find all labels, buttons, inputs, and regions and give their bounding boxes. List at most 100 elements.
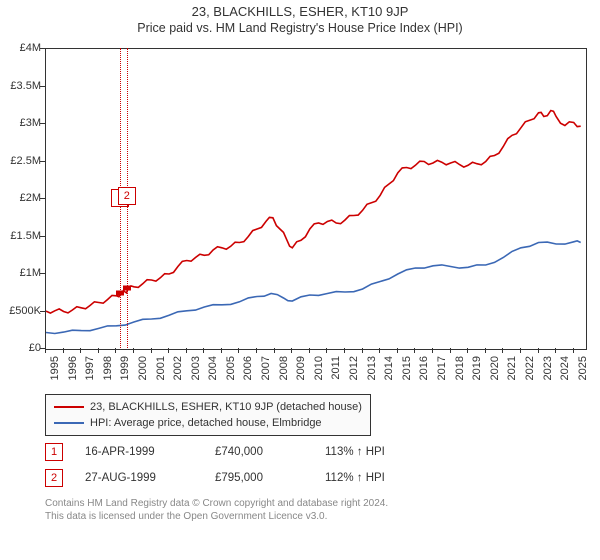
x-tick-label: 2001: [155, 356, 167, 396]
x-tick: [573, 348, 574, 353]
x-tick: [151, 348, 152, 353]
x-tick-label: 2008: [278, 356, 290, 396]
y-tick: [40, 273, 45, 274]
x-tick: [344, 348, 345, 353]
y-tick: [40, 48, 45, 49]
y-tick-label: £500K: [1, 305, 41, 317]
legend-item: 23, BLACKHILLS, ESHER, KT10 9JP (detache…: [54, 399, 362, 415]
x-tick-label: 2019: [471, 356, 483, 396]
chart-title-desc: Price paid vs. HM Land Registry's House …: [0, 21, 600, 35]
x-tick: [397, 348, 398, 353]
transaction-hpi-pct: 112% ↑ HPI: [325, 472, 435, 484]
transaction-badge: 1: [45, 443, 63, 461]
x-tick-label: 2000: [137, 356, 149, 396]
x-tick-label: 2020: [489, 356, 501, 396]
x-tick-label: 2004: [207, 356, 219, 396]
x-tick-label: 1996: [67, 356, 79, 396]
x-tick-label: 2009: [295, 356, 307, 396]
x-tick: [221, 348, 222, 353]
footer-line1: Contains HM Land Registry data © Crown c…: [45, 498, 388, 511]
x-tick: [450, 348, 451, 353]
x-tick: [326, 348, 327, 353]
x-tick: [520, 348, 521, 353]
x-tick-label: 2022: [524, 356, 536, 396]
y-tick: [40, 86, 45, 87]
transaction-hpi-pct: 113% ↑ HPI: [325, 446, 435, 458]
x-tick-label: 2003: [190, 356, 202, 396]
y-tick-label: £1.5M: [1, 230, 41, 242]
transaction-row: 2 27-AUG-1999£795,000112% ↑ HPI: [45, 468, 435, 488]
x-tick-label: 1997: [84, 356, 96, 396]
x-tick-label: 2015: [401, 356, 413, 396]
x-tick: [115, 348, 116, 353]
legend-swatch: [54, 422, 84, 424]
footer-line2: This data is licensed under the Open Gov…: [45, 511, 388, 524]
x-tick-label: 1995: [49, 356, 61, 396]
x-tick: [274, 348, 275, 353]
transaction-date: 16-APR-1999: [85, 446, 215, 458]
x-tick-label: 2005: [225, 356, 237, 396]
y-tick: [40, 123, 45, 124]
x-tick: [168, 348, 169, 353]
y-tick-label: £0: [1, 342, 41, 354]
x-tick-label: 2002: [172, 356, 184, 396]
x-tick: [256, 348, 257, 353]
x-tick: [309, 348, 310, 353]
transactions-table: 1 16-APR-1999£740,000113% ↑ HPI 2 27-AUG-19…: [45, 442, 435, 494]
transaction-row: 1 16-APR-1999£740,000113% ↑ HPI: [45, 442, 435, 462]
x-tick-label: 2010: [313, 356, 325, 396]
x-tick: [238, 348, 239, 353]
x-tick: [538, 348, 539, 353]
y-tick-label: £3.5M: [1, 80, 41, 92]
x-tick: [98, 348, 99, 353]
y-tick-label: £2.5M: [1, 155, 41, 167]
x-tick: [203, 348, 204, 353]
y-tick: [40, 311, 45, 312]
x-tick: [186, 348, 187, 353]
x-tick-label: 2023: [542, 356, 554, 396]
x-tick: [502, 348, 503, 353]
y-tick-label: £3M: [1, 117, 41, 129]
transaction-date: 27-AUG-1999: [85, 472, 215, 484]
x-tick-label: 2025: [577, 356, 589, 396]
x-tick: [362, 348, 363, 353]
y-tick-label: £1M: [1, 267, 41, 279]
transaction-marker: 2: [118, 187, 136, 205]
legend-label: HPI: Average price, detached house, Elmb…: [90, 417, 322, 429]
footer-attribution: Contains HM Land Registry data © Crown c…: [45, 498, 388, 523]
x-tick-label: 2018: [454, 356, 466, 396]
x-tick: [45, 348, 46, 353]
x-tick-label: 1999: [119, 356, 131, 396]
y-tick-label: £2M: [1, 192, 41, 204]
transaction-badge: 2: [45, 469, 63, 487]
x-tick-label: 1998: [102, 356, 114, 396]
transaction-price: £795,000: [215, 472, 325, 484]
x-tick-label: 2024: [559, 356, 571, 396]
y-tick: [40, 236, 45, 237]
x-tick-label: 2006: [242, 356, 254, 396]
legend-swatch: [54, 406, 84, 408]
x-tick-label: 2013: [366, 356, 378, 396]
x-tick: [379, 348, 380, 353]
x-tick: [555, 348, 556, 353]
x-tick-label: 2016: [418, 356, 430, 396]
x-tick-label: 2017: [436, 356, 448, 396]
x-tick-label: 2011: [330, 356, 342, 396]
x-tick: [414, 348, 415, 353]
x-tick: [485, 348, 486, 353]
transaction-price: £740,000: [215, 446, 325, 458]
y-tick: [40, 198, 45, 199]
legend-label: 23, BLACKHILLS, ESHER, KT10 9JP (detache…: [90, 401, 362, 413]
x-tick-label: 2012: [348, 356, 360, 396]
chart-title-address: 23, BLACKHILLS, ESHER, KT10 9JP: [0, 4, 600, 19]
x-tick: [291, 348, 292, 353]
y-tick: [40, 161, 45, 162]
x-tick: [467, 348, 468, 353]
legend-item: HPI: Average price, detached house, Elmb…: [54, 415, 362, 431]
x-tick: [432, 348, 433, 353]
x-tick-label: 2014: [383, 356, 395, 396]
sale-marker: [123, 286, 131, 291]
x-tick: [80, 348, 81, 353]
legend: 23, BLACKHILLS, ESHER, KT10 9JP (detache…: [45, 394, 371, 436]
x-tick: [63, 348, 64, 353]
